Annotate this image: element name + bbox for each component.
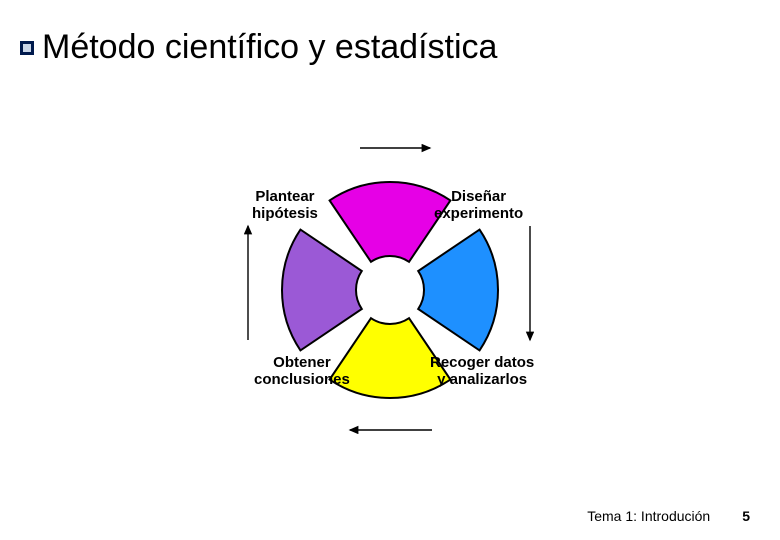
footer: Tema 1: Introdución 5 <box>587 508 750 524</box>
cycle-diagram: Plantearhipótesis Diseñarexperimento Recog… <box>230 130 550 450</box>
label-conclusions: Obtenerconclusiones <box>254 354 350 389</box>
page-title: Método científico y estadística <box>42 28 497 67</box>
label-hypothesis: Plantearhipótesis <box>252 188 318 223</box>
label-collect: Recoger datosy analizarlos <box>430 354 534 389</box>
label-design: Diseñarexperimento <box>434 188 523 223</box>
wedge-cycle-back <box>282 230 362 351</box>
title-bar: Método científico y estadística <box>20 28 497 67</box>
title-bullet-icon <box>20 41 34 55</box>
wedge-collect <box>418 230 498 351</box>
footer-text: Tema 1: Introdución <box>587 508 710 524</box>
wedge-hypothesis-design <box>330 182 451 262</box>
cycle-svg <box>230 130 550 450</box>
footer-page: 5 <box>742 508 750 524</box>
